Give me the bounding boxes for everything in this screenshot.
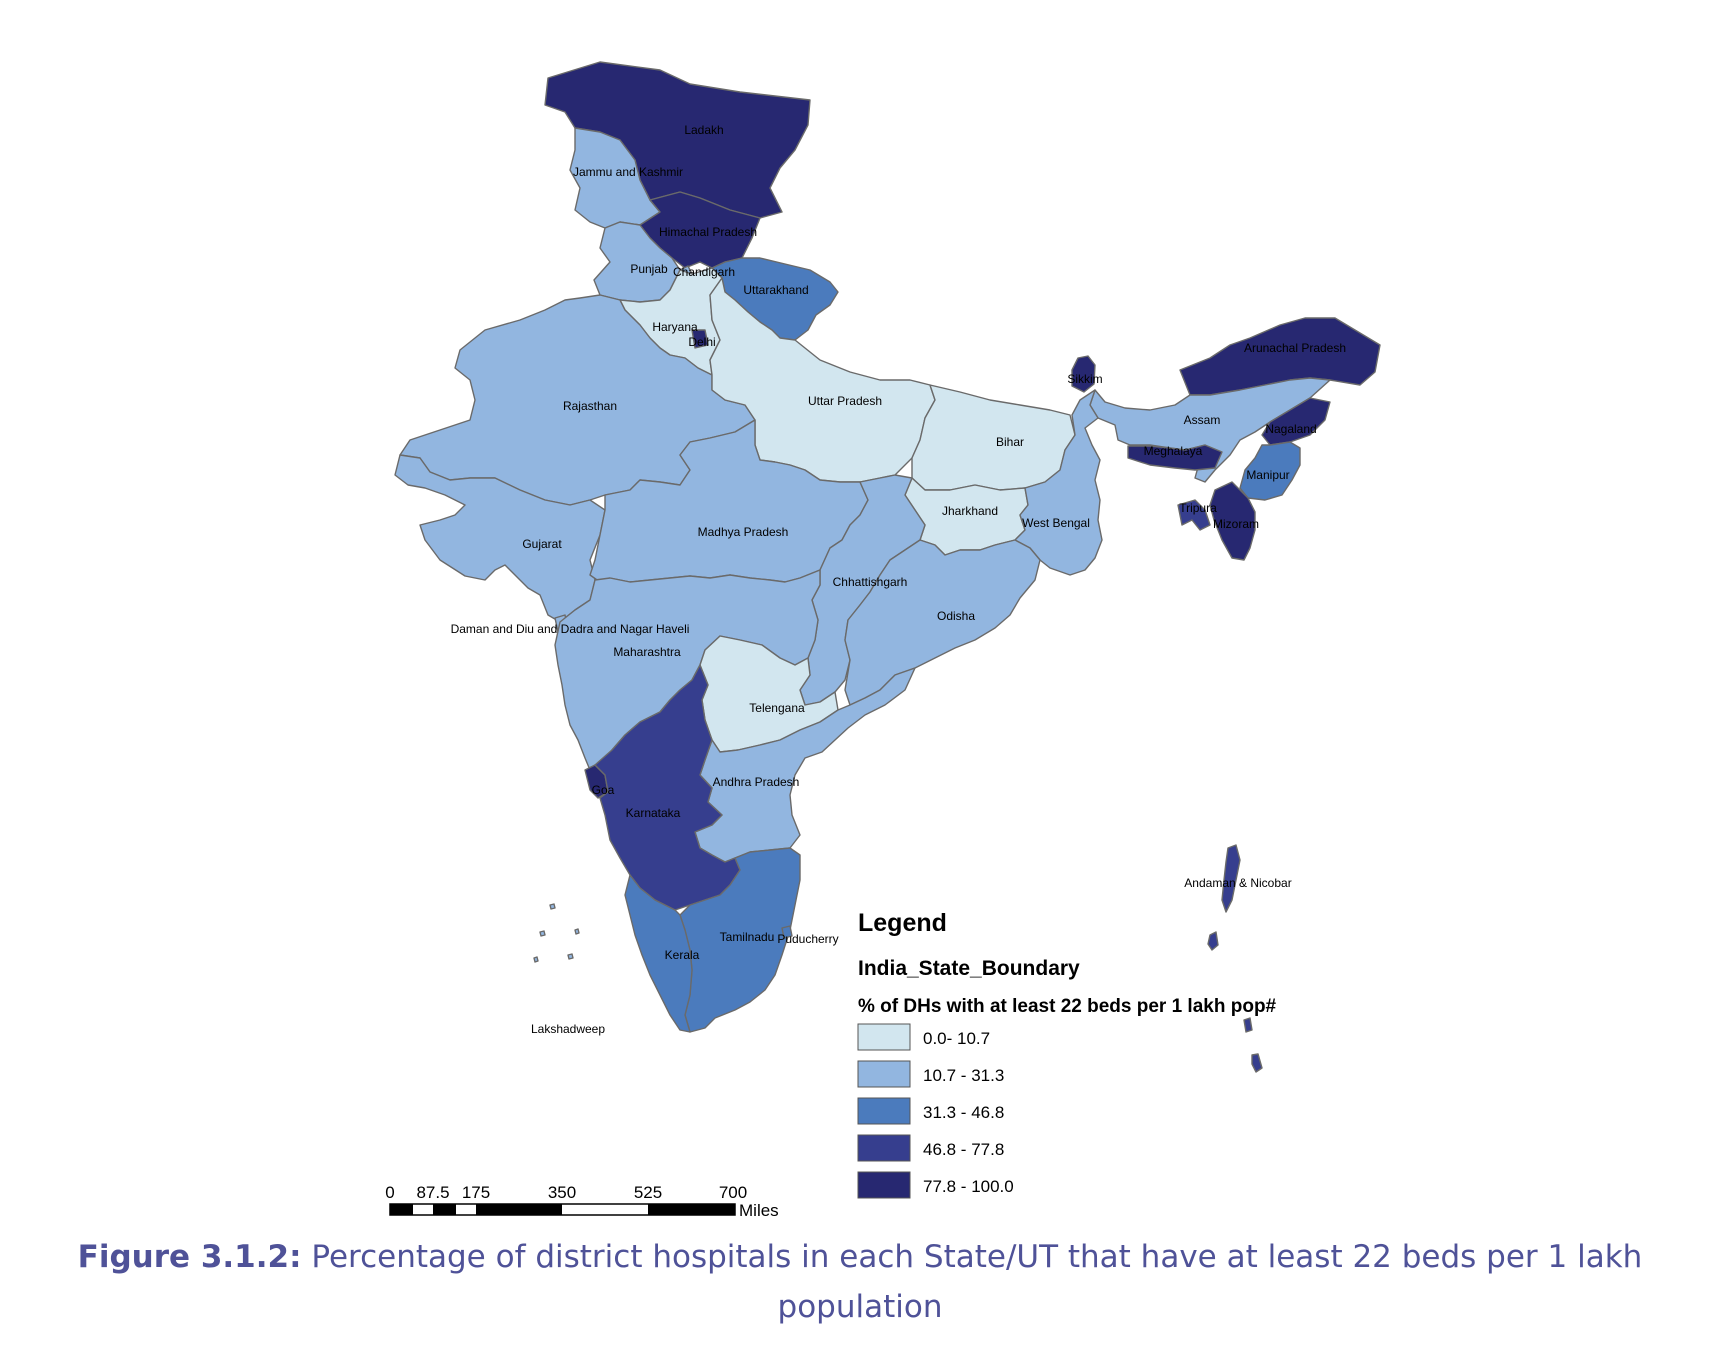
label-sikkim: Sikkim (1067, 372, 1102, 386)
scale-tick-175: 175 (462, 1183, 490, 1202)
legend-label: 77.8 - 100.0 (923, 1177, 1014, 1196)
region-chhattisgarh (799, 474, 926, 706)
region-kerala (624, 874, 693, 1033)
figure-number: Figure 3.1.2: (77, 1239, 302, 1275)
region-andaman-nicobar (1207, 931, 1219, 951)
region-lakshadweep (567, 953, 574, 960)
legend-swatch (857, 1023, 911, 1051)
state-labels: Ladakh Jammu and Kashmir Himachal Prades… (451, 123, 1346, 1036)
scale-bar: 0 87.5 175 350 525 700 Miles (385, 1183, 778, 1220)
label-andaman-nicobar: Andaman & Nicobar (1184, 876, 1291, 890)
label-karnataka: Karnataka (626, 806, 681, 820)
label-tripura: Tripura (1179, 501, 1217, 515)
region-west-bengal (1014, 389, 1103, 576)
region-bihar (911, 384, 1076, 491)
legend-swatch (857, 1171, 911, 1199)
label-chhattisgarh: Chhattishgarh (833, 575, 908, 589)
legend-label: 0.0- 10.7 (923, 1029, 990, 1048)
region-manipur (1239, 441, 1301, 501)
region-meghalaya (1127, 444, 1223, 471)
region-gujarat (394, 454, 606, 623)
label-jharkhand: Jharkhand (942, 504, 998, 518)
label-tamil-nadu: Tamilnadu (720, 930, 775, 944)
scale-tick-700: 700 (719, 1183, 747, 1202)
label-arunachal-pradesh: Arunachal Pradesh (1244, 341, 1346, 355)
label-uttar-pradesh: Uttar Pradesh (808, 394, 882, 408)
label-bihar: Bihar (996, 435, 1024, 449)
region-andaman-nicobar (1243, 1017, 1253, 1033)
label-gujarat: Gujarat (522, 537, 562, 551)
label-telangana: Telengana (749, 701, 805, 715)
label-mizoram: Mizoram (1213, 517, 1259, 531)
label-west-bengal: West Bengal (1022, 516, 1090, 530)
label-andhra-pradesh: Andhra Pradesh (713, 775, 800, 789)
scale-tick-350: 350 (548, 1183, 576, 1202)
region-mizoram (1209, 481, 1256, 561)
map-legend: Legend India_State_Boundary % of DHs wit… (857, 909, 1277, 1199)
region-lakshadweep (533, 956, 539, 963)
label-goa: Goa (592, 783, 615, 797)
region-delhi (691, 329, 709, 349)
scale-tick-87-5: 87.5 (416, 1183, 449, 1202)
region-andaman-nicobar (1251, 1053, 1263, 1073)
label-daman-diu-dnh: Daman and Diu and Dadra and Nagar Haveli (451, 622, 690, 636)
label-puducherry: Puducherry (777, 932, 838, 946)
label-himachal-pradesh: Himachal Pradesh (659, 225, 757, 239)
region-lakshadweep (549, 903, 556, 910)
legend-label: 31.3 - 46.8 (923, 1103, 1004, 1122)
label-madhya-pradesh: Madhya Pradesh (698, 525, 789, 539)
legend-swatch (857, 1060, 911, 1088)
label-meghalaya: Meghalaya (1144, 444, 1203, 458)
region-andaman-nicobar (1221, 844, 1241, 913)
region-tamil-nadu (679, 847, 801, 1033)
scale-tick-525: 525 (634, 1183, 662, 1202)
region-tripura (1177, 499, 1211, 531)
scale-unit: Miles (739, 1201, 779, 1220)
figure-caption-text: Percentage of district hospitals in each… (311, 1239, 1643, 1325)
region-lakshadweep (539, 930, 546, 937)
legend-swatch (857, 1097, 911, 1125)
scale-tick-0: 0 (385, 1183, 394, 1202)
region-karnataka (594, 664, 741, 911)
label-odisha: Odisha (937, 609, 975, 623)
label-lakshadweep: Lakshadweep (531, 1022, 605, 1036)
region-sikkim (1071, 355, 1096, 393)
region-assam (1089, 377, 1331, 483)
label-manipur: Manipur (1246, 468, 1289, 482)
legend-label: 10.7 - 31.3 (923, 1066, 1004, 1085)
legend-label: 46.8 - 77.8 (923, 1140, 1004, 1159)
legend-field-name: % of DHs with at least 22 beds per 1 lak… (858, 996, 1277, 1017)
label-haryana: Haryana (652, 320, 698, 334)
region-lakshadweep (574, 928, 580, 935)
label-uttarakhand: Uttarakhand (743, 283, 808, 297)
legend-swatch (857, 1134, 911, 1162)
region-nagaland (1261, 397, 1331, 446)
label-delhi: Delhi (688, 335, 715, 349)
figure-caption: Figure 3.1.2: Percentage of district hos… (0, 1232, 1720, 1332)
legend-title: Legend (858, 909, 947, 937)
state-polygons (394, 61, 1381, 1073)
legend-layer-name: India_State_Boundary (858, 957, 1080, 980)
label-punjab: Punjab (630, 262, 668, 276)
scale-bar-segments (389, 1203, 736, 1216)
label-kerala: Kerala (665, 948, 700, 962)
label-jammu-kashmir: Jammu and Kashmir (573, 165, 683, 179)
label-chandigarh: Chandigarh (673, 265, 735, 279)
label-maharashtra: Maharashtra (613, 645, 681, 659)
region-puducherry (781, 925, 793, 939)
label-nagaland: Nagaland (1265, 422, 1316, 436)
legend-items: 0.0- 10.7 10.7 - 31.3 31.3 - 46.8 46.8 - 77… (857, 1023, 1014, 1199)
region-odisha (844, 539, 1041, 706)
label-rajasthan: Rajasthan (563, 399, 617, 413)
label-ladakh: Ladakh (684, 123, 723, 137)
label-assam: Assam (1184, 413, 1221, 427)
